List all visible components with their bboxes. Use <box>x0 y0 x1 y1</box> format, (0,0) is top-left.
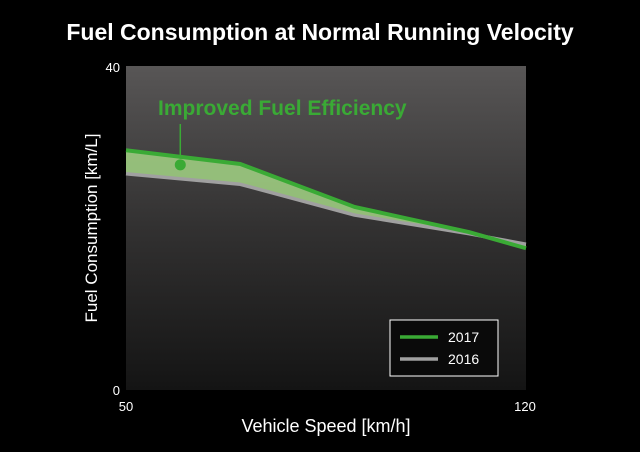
legend-box <box>389 319 499 377</box>
annotation-marker <box>174 159 186 171</box>
legend-label-2016: 2016 <box>448 351 479 367</box>
y-tick-label-min: 0 <box>113 383 120 398</box>
y-tick-label-max: 40 <box>106 60 120 75</box>
x-axis-label: Vehicle Speed [km/h] <box>241 416 410 436</box>
x-tick-label-min: 50 <box>119 399 133 414</box>
chart-title: Fuel Consumption at Normal Running Veloc… <box>66 19 574 45</box>
annotation-label: Improved Fuel Efficiency <box>158 97 407 120</box>
y-axis-label: Fuel Consumption [km/L] <box>82 134 101 323</box>
legend: 2017 2016 <box>389 319 499 377</box>
legend-label-2017: 2017 <box>448 329 479 345</box>
x-tick-label-max: 120 <box>514 399 536 414</box>
series-line-2017 <box>125 148 527 251</box>
